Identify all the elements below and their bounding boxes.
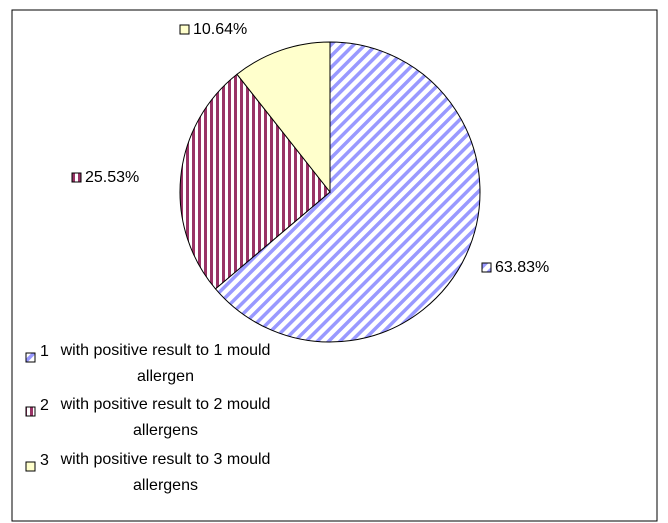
legend-key xyxy=(25,352,36,363)
label-key xyxy=(179,24,190,35)
legend-key xyxy=(25,406,36,417)
legend-key xyxy=(25,461,36,472)
data-label: 63.83% xyxy=(495,259,549,276)
legend-number: 1 xyxy=(40,343,49,360)
data-label: 10.64% xyxy=(193,21,247,38)
frame xyxy=(11,9,658,522)
legend-number: 2 xyxy=(40,397,49,414)
label-key xyxy=(71,172,82,183)
data-label: 25.53% xyxy=(85,169,139,186)
legend-number: 3 xyxy=(40,452,49,469)
pie-slice xyxy=(236,41,331,194)
legend-text: with positive result to 3 mould allergen… xyxy=(60,451,271,494)
pie-slice xyxy=(179,73,331,290)
legend-text: with positive result to 2 mould allergen… xyxy=(60,396,271,439)
legend-text: with positive result to 1 mould allergen xyxy=(60,342,271,385)
pie-slice xyxy=(214,41,481,343)
label-key xyxy=(481,262,492,273)
